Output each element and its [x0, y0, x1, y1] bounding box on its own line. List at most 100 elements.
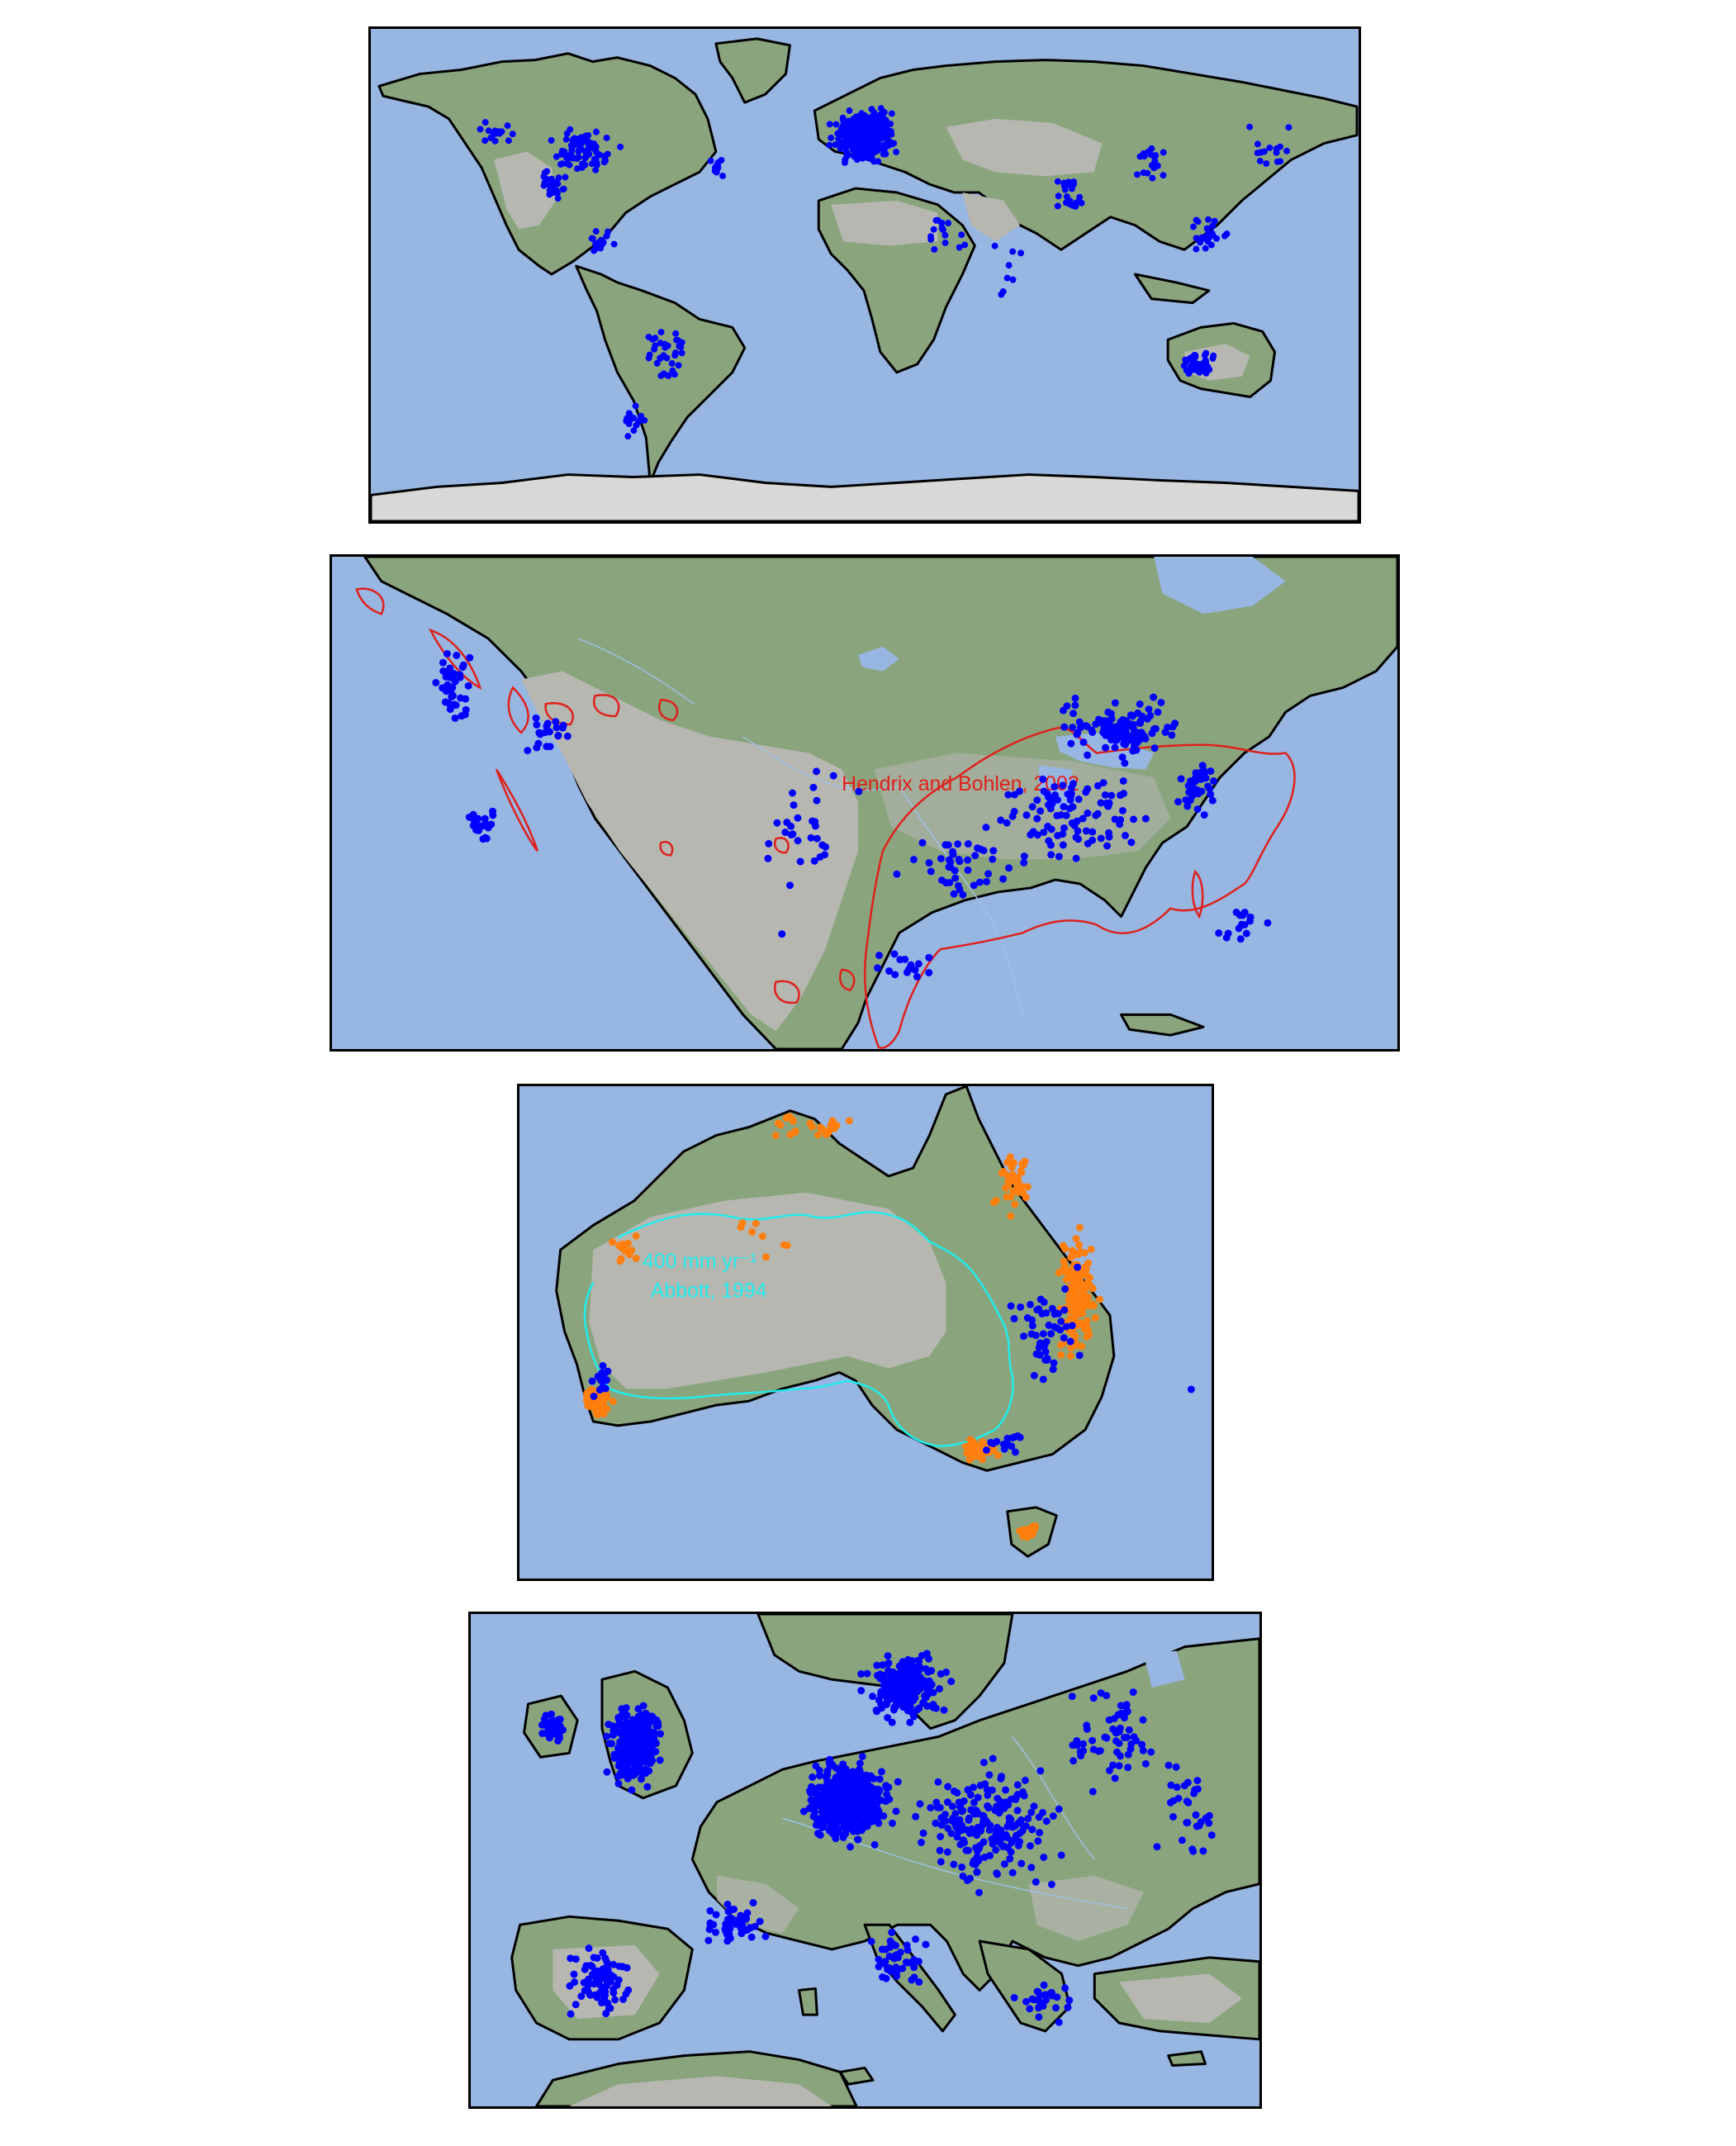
site-marker — [628, 1786, 636, 1794]
site-marker — [1060, 803, 1068, 811]
site-marker — [964, 1449, 972, 1457]
site-marker — [1017, 249, 1025, 257]
site-marker — [913, 973, 921, 980]
site-marker — [624, 1743, 632, 1751]
site-marker — [1034, 1837, 1042, 1845]
site-marker — [933, 1803, 942, 1811]
site-marker — [1182, 356, 1189, 363]
site-marker — [1040, 1340, 1048, 1348]
site-marker — [868, 154, 875, 161]
site-marker — [870, 135, 877, 142]
site-marker — [1173, 1783, 1181, 1792]
site-marker — [1016, 1838, 1024, 1846]
site-marker — [1117, 1709, 1125, 1717]
site-marker — [553, 153, 560, 160]
site-marker — [581, 161, 589, 169]
site-marker — [905, 1691, 913, 1699]
site-marker — [588, 160, 595, 168]
site-marker — [932, 216, 940, 224]
europe-map-panel — [468, 1612, 1262, 2109]
site-marker — [1010, 807, 1018, 815]
site-marker — [492, 130, 500, 137]
site-marker — [1194, 790, 1202, 798]
site-marker — [609, 1238, 616, 1246]
site-marker — [630, 415, 638, 422]
site-marker — [1062, 1275, 1070, 1284]
site-marker — [1027, 1330, 1036, 1338]
site-marker — [937, 1858, 945, 1866]
site-marker — [915, 1704, 923, 1712]
site-marker — [711, 168, 719, 174]
site-marker — [815, 1767, 823, 1774]
site-marker — [491, 137, 499, 145]
site-marker — [964, 1786, 972, 1794]
site-marker — [830, 1796, 838, 1804]
site-marker — [1186, 367, 1193, 374]
site-marker — [823, 1789, 831, 1797]
site-marker — [937, 1670, 945, 1678]
site-marker — [1095, 715, 1103, 724]
site-marker — [859, 1823, 867, 1831]
site-marker — [956, 885, 964, 894]
site-marker — [641, 416, 648, 424]
site-marker — [505, 137, 512, 145]
site-marker — [816, 852, 824, 861]
site-marker — [1187, 1385, 1195, 1393]
site-marker — [1017, 1168, 1026, 1176]
site-marker — [909, 856, 918, 864]
site-marker — [749, 1899, 757, 1907]
site-marker — [1062, 811, 1070, 819]
site-marker — [789, 789, 796, 797]
site-marker — [1127, 711, 1136, 719]
site-marker — [458, 712, 466, 720]
site-marker — [623, 1718, 631, 1726]
site-marker — [543, 722, 551, 730]
site-marker — [1193, 1822, 1201, 1830]
site-marker — [567, 2010, 575, 2018]
site-marker — [1178, 1836, 1186, 1845]
site-marker — [973, 1827, 981, 1835]
site-marker — [563, 160, 571, 168]
site-marker — [818, 1783, 827, 1792]
site-marker — [578, 145, 586, 153]
site-marker — [1070, 822, 1079, 829]
site-marker — [1045, 1321, 1053, 1329]
site-marker — [647, 1731, 656, 1740]
site-marker — [1062, 1265, 1070, 1274]
site-marker — [1109, 1725, 1117, 1733]
site-marker — [1204, 782, 1212, 791]
site-marker — [945, 220, 952, 226]
site-marker — [1019, 1161, 1027, 1169]
site-marker — [875, 952, 883, 960]
site-marker — [893, 870, 901, 878]
site-marker — [903, 968, 911, 976]
site-marker — [1164, 1761, 1173, 1769]
site-marker — [1084, 809, 1092, 817]
site-marker — [1069, 1741, 1077, 1750]
site-marker — [868, 1809, 876, 1817]
site-marker — [971, 852, 979, 860]
site-marker — [619, 1963, 627, 1971]
site-marker — [1030, 1371, 1038, 1379]
site-marker — [861, 149, 868, 155]
site-marker — [591, 247, 598, 254]
site-marker — [845, 1117, 853, 1125]
site-marker — [1122, 731, 1131, 739]
site-marker — [950, 1860, 958, 1868]
site-marker — [870, 146, 877, 154]
site-marker — [891, 971, 899, 979]
site-marker — [1208, 796, 1217, 805]
site-marker — [979, 1759, 988, 1767]
site-marker — [1207, 767, 1215, 776]
site-marker — [524, 747, 532, 755]
site-marker — [1077, 1752, 1085, 1760]
site-marker — [813, 796, 821, 805]
site-marker — [887, 120, 894, 127]
site-marker — [1026, 1842, 1034, 1850]
site-marker — [588, 1963, 596, 1971]
site-marker — [1076, 724, 1084, 732]
site-marker — [618, 1712, 626, 1719]
site-marker — [949, 850, 957, 858]
site-marker — [875, 1955, 883, 1963]
site-marker — [1103, 842, 1112, 850]
